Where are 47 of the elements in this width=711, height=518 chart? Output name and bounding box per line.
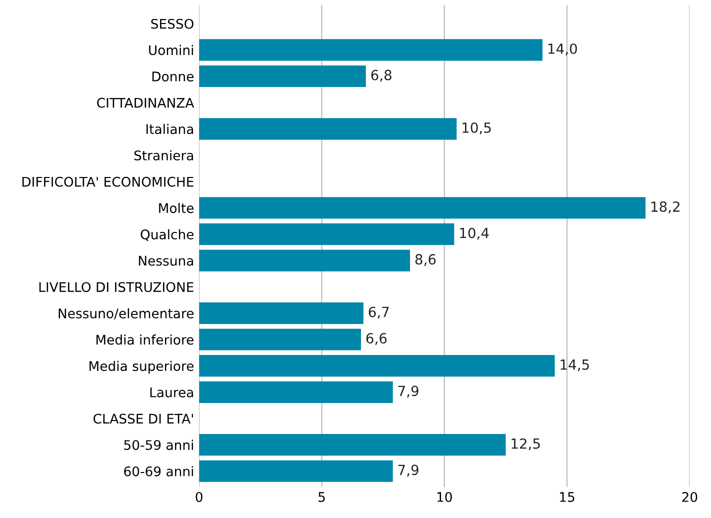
bar	[199, 328, 361, 350]
y-tick-label: SESSO	[151, 18, 194, 29]
data-label: 10,5	[462, 122, 491, 134]
y-tick-label: 50-59 anni	[124, 440, 193, 450]
data-label: 10,4	[460, 228, 489, 240]
bar	[199, 434, 506, 456]
x-tick-label: 10	[437, 492, 452, 502]
y-tick-label: Donne	[152, 72, 194, 82]
y-tick-label: Media inferiore	[96, 334, 194, 345]
bar	[199, 197, 646, 219]
data-label: 18,2	[651, 201, 680, 214]
bar	[199, 250, 410, 272]
bar	[199, 118, 457, 140]
x-tick-label: 0	[196, 492, 202, 502]
y-tick-label: Laurea	[150, 388, 194, 398]
y-tick-label: Italiana	[146, 124, 194, 134]
data-label: 7,9	[398, 386, 418, 398]
data-label: 6,7	[368, 306, 389, 319]
bar	[199, 460, 393, 482]
bar	[199, 381, 393, 403]
y-tick-label: Straniera	[134, 150, 194, 160]
bar	[199, 223, 454, 245]
data-label: 7,9	[398, 464, 418, 477]
bar	[199, 39, 542, 61]
y-tick-label: Molte	[159, 202, 194, 214]
y-tick-label: 60-69 anni	[124, 466, 193, 476]
x-tick-label: 20	[682, 492, 698, 502]
data-label: 14,5	[560, 360, 589, 372]
bar	[199, 65, 366, 88]
x-tick-label: 15	[560, 492, 574, 502]
data-label: 8,6	[415, 254, 436, 266]
y-tick-label: LIVELLO DI ISTRUZIONE	[39, 282, 194, 292]
bar	[199, 302, 364, 324]
y-tick-label: DIFFICOLTA' ECONOMICHE	[22, 176, 194, 187]
data-label: 6,8	[371, 70, 392, 82]
y-tick-label: Media superiore	[90, 360, 194, 374]
x-tick-label: 5	[318, 492, 325, 502]
y-tick-label: Qualche	[140, 229, 194, 241]
y-tick-label: Uomini	[149, 44, 193, 56]
bar	[199, 355, 555, 377]
data-label: 6,6	[366, 333, 387, 345]
y-tick-label: CITTADINANZA	[97, 98, 194, 108]
data-label: 12,5	[512, 438, 540, 450]
y-tick-label: Nessuna	[138, 256, 194, 266]
data-label: 14,0	[548, 43, 577, 56]
y-tick-label: Nessuno/elementare	[58, 308, 194, 320]
y-tick-label: CLASSE DI ETA'	[94, 414, 193, 424]
